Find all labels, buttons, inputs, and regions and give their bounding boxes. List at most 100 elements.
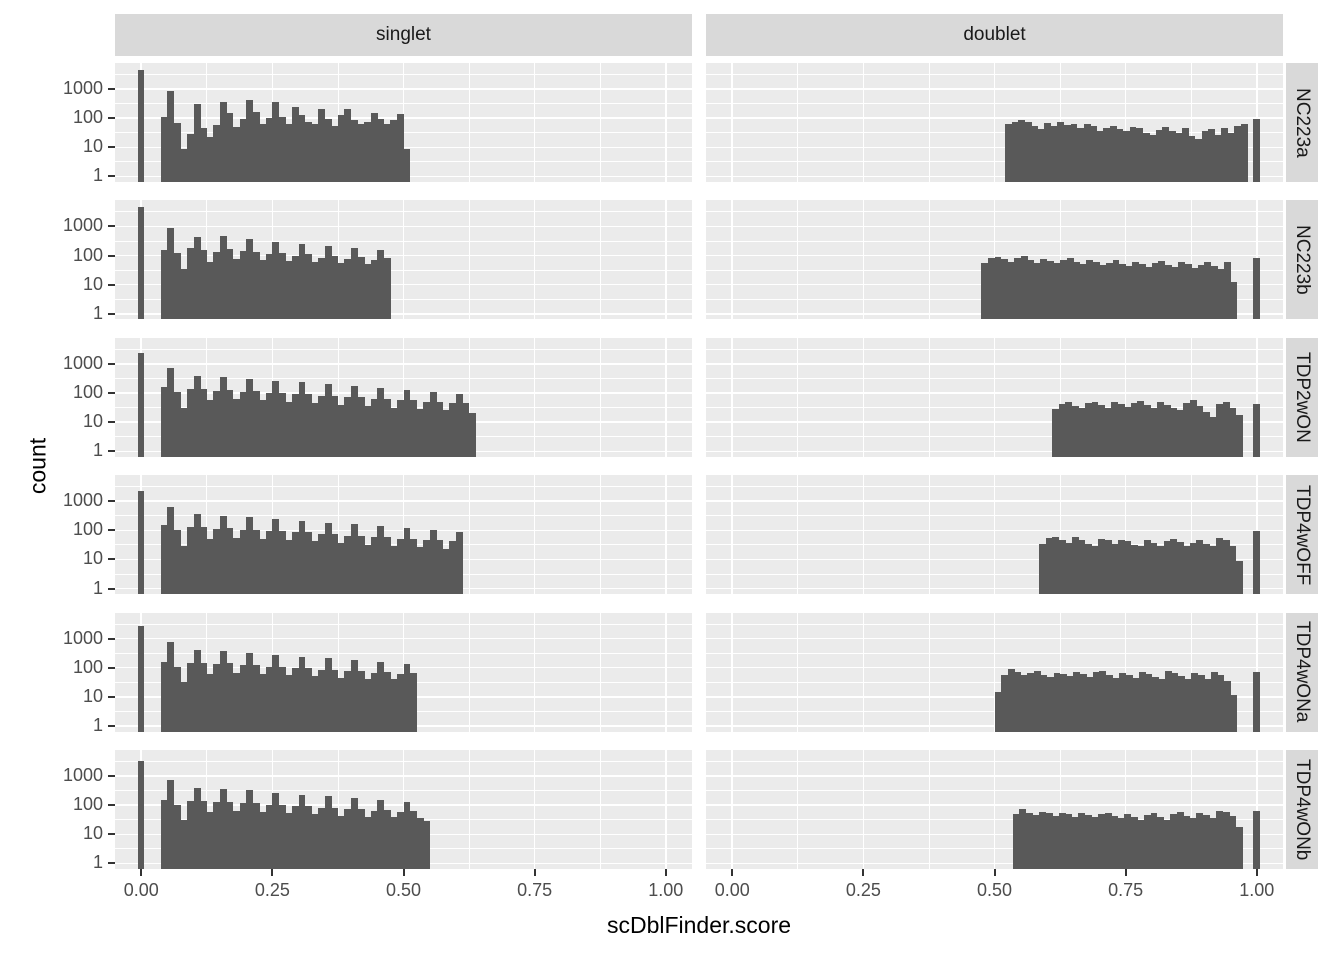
- histogram-bar: [1104, 540, 1112, 595]
- gridline-major: [665, 475, 667, 595]
- histogram-bar: [1099, 670, 1107, 732]
- histogram-bar: [370, 260, 378, 320]
- histogram-bar: [187, 248, 195, 320]
- histogram-bar: [272, 519, 280, 595]
- histogram-bar: [1163, 404, 1171, 457]
- x-tick-label: 0.50: [976, 880, 1013, 900]
- gridline-major: [1256, 750, 1258, 869]
- histogram-bar: [206, 137, 214, 182]
- gridline-minor: [1190, 63, 1192, 182]
- histogram-bar: [1203, 815, 1210, 869]
- histogram-bar: [318, 669, 326, 732]
- histogram-bar: [160, 386, 168, 457]
- histogram-bar: [1031, 125, 1039, 182]
- histogram-bar: [1162, 126, 1170, 182]
- histogram-bar: [1024, 122, 1032, 182]
- facet-strip-col-singlet: singlet: [115, 14, 692, 56]
- y-axis-tick: [108, 637, 115, 640]
- histogram-bar: [1060, 674, 1067, 732]
- y-tick-label: 1: [92, 577, 103, 598]
- histogram-bar: [403, 801, 411, 869]
- histogram-bar: [1184, 264, 1192, 320]
- gridline-minor: [928, 612, 930, 732]
- gridline-major: [731, 63, 733, 182]
- histogram-bar: [1222, 812, 1230, 869]
- gridline-major: [665, 612, 667, 732]
- histogram-bar: [1066, 258, 1074, 320]
- gridline-major: [665, 337, 667, 457]
- histogram-bar: [1078, 408, 1086, 457]
- y-axis-tick: [108, 87, 115, 90]
- histogram-bar: [305, 254, 313, 320]
- histogram-bar: [1033, 263, 1041, 320]
- histogram-bar: [1176, 812, 1184, 869]
- histogram-bar: [305, 806, 313, 869]
- histogram-bar: [370, 810, 378, 869]
- histogram-bar: [429, 391, 437, 457]
- histogram-bar: [259, 539, 267, 595]
- histogram-bar: [285, 675, 293, 732]
- histogram-bar: [1027, 673, 1035, 732]
- y-tick-label: 100: [72, 794, 103, 815]
- facet-strip-row-TDP4wOFF: TDP4wOFF: [1286, 475, 1318, 595]
- histogram-bar: [364, 264, 372, 320]
- histogram-bar: [233, 811, 240, 869]
- histogram-bar: [187, 526, 195, 595]
- histogram-bar: [1183, 545, 1191, 595]
- histogram-bar: [351, 248, 358, 320]
- histogram-bar: [318, 395, 326, 457]
- histogram-bar: [1150, 542, 1158, 595]
- facet-panel-NC223b-doublet: [706, 200, 1283, 320]
- histogram-bar: [239, 391, 247, 457]
- histogram-bar: [383, 399, 391, 457]
- histogram-bar: [1155, 129, 1163, 182]
- histogram-bar: [403, 148, 411, 182]
- gridline-major: [402, 200, 405, 320]
- histogram-bar: [1184, 678, 1192, 732]
- histogram-bar: [1164, 264, 1172, 320]
- histogram-bar: [1216, 810, 1224, 869]
- histogram-bar: [1058, 812, 1066, 869]
- histogram-bar: [423, 821, 431, 869]
- histogram-bar: [1188, 135, 1196, 182]
- histogram-bar: [1053, 263, 1061, 320]
- histogram-bar: [469, 413, 476, 457]
- histogram-bar: [1025, 812, 1033, 869]
- histogram-bar: [193, 376, 201, 457]
- gridline-major: [1124, 200, 1127, 320]
- y-axis-tick: [108, 421, 115, 424]
- histogram-bar: [1125, 265, 1133, 320]
- gridline-major: [862, 475, 865, 595]
- histogram-bar: [1064, 125, 1071, 182]
- histogram-bar: [252, 665, 260, 732]
- histogram-bar: [278, 116, 286, 182]
- facet-strip-label: TDP4wOFF: [1292, 484, 1313, 585]
- histogram-bar: [292, 107, 299, 182]
- histogram-bar: [1183, 403, 1191, 457]
- histogram-bar: [318, 257, 326, 320]
- histogram-bar: [213, 252, 221, 320]
- histogram-bar: [1091, 817, 1099, 869]
- histogram-bar: [285, 540, 293, 595]
- histogram-bar: [1052, 536, 1060, 595]
- histogram-bar: [403, 389, 411, 457]
- histogram-bar: [285, 123, 293, 182]
- histogram-bar: [351, 120, 358, 182]
- y-tick-label: 1: [92, 852, 103, 873]
- histogram-bar: [1124, 814, 1132, 869]
- histogram-bar: [219, 377, 227, 457]
- histogram-bar: [1230, 282, 1238, 320]
- histogram-bar: [370, 112, 378, 182]
- histogram-bar: [292, 532, 299, 595]
- histogram-bar: [455, 531, 463, 595]
- gridline-major: [731, 750, 733, 869]
- histogram-bar: [311, 541, 319, 595]
- histogram-bar: [1168, 131, 1176, 182]
- histogram-bar: [1143, 540, 1151, 595]
- histogram-bar: [1098, 538, 1105, 595]
- histogram-bar: [219, 788, 227, 869]
- y-tick-label: 1000: [62, 627, 103, 648]
- histogram-bar: [1039, 543, 1046, 595]
- gridline-major: [533, 612, 536, 732]
- histogram-bar: [180, 546, 188, 595]
